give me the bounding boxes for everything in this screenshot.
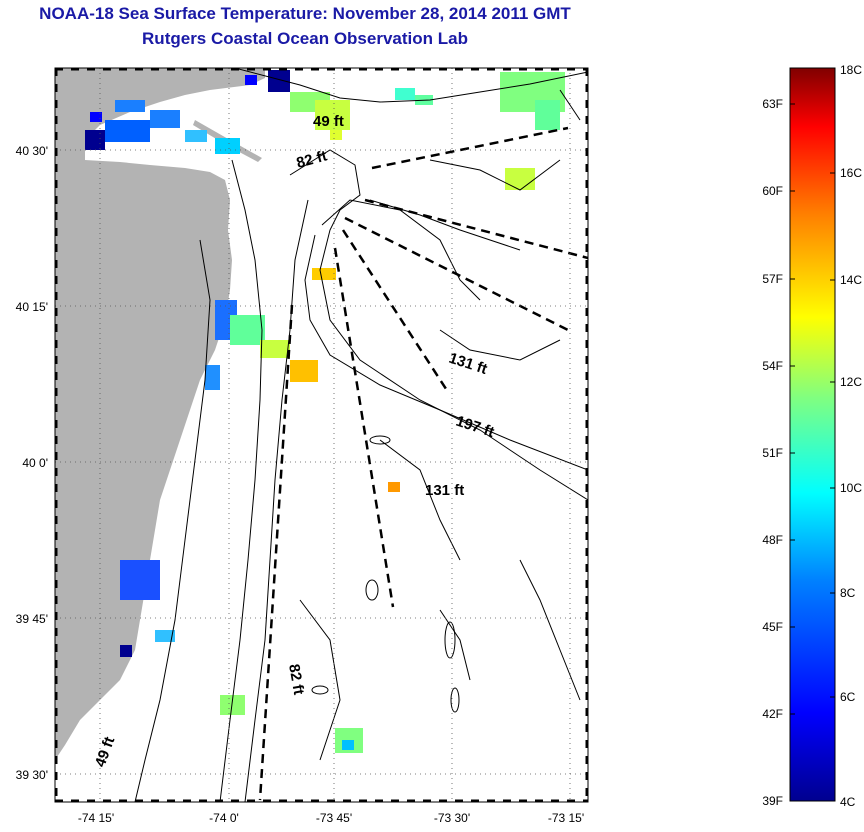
land-mass <box>55 68 265 760</box>
lat-label-40-30: 40 30' <box>16 144 48 158</box>
colorbar-c-12: 12C <box>840 375 862 389</box>
colorbar-c-4: 4C <box>840 795 856 809</box>
lon-label-74-0: -74 0' <box>209 811 239 825</box>
map-frame <box>54 67 589 803</box>
colorbar-c-16: 16C <box>840 166 862 180</box>
map-subtitle: Rutgers Coastal Ocean Observation Lab <box>142 29 468 48</box>
depth-label-82ft-north: 82 ft <box>295 147 329 171</box>
colorbar-f-51: 51F <box>762 446 783 460</box>
colorbar <box>789 67 836 802</box>
colorbar-f-63: 63F <box>762 97 783 111</box>
colorbar-c-14: 14C <box>840 273 862 287</box>
colorbar-c-18: 18C <box>840 63 862 77</box>
lon-label-73-15: -73 15' <box>548 811 584 825</box>
colorbar-f-57: 57F <box>762 272 783 286</box>
frame-border-ticks <box>54 67 589 803</box>
colorbar-f-54: 54F <box>762 359 783 373</box>
transect-lines <box>258 126 588 801</box>
lon-label-73-45: -73 45' <box>316 811 352 825</box>
depth-label-49ft-south: 49 ft <box>92 735 119 770</box>
lat-label-39-30: 39 30' <box>16 768 48 782</box>
lat-label-40-15: 40 15' <box>16 300 48 314</box>
lon-label-73-30: -73 30' <box>434 811 470 825</box>
colorbar-c-6: 6C <box>840 690 856 704</box>
sst-pixels <box>85 70 565 753</box>
colorbar-f-39: 39F <box>762 794 783 808</box>
bathymetry-contours <box>134 68 588 802</box>
depth-label-82ft-south: 82 ft <box>285 663 307 696</box>
depth-label-197ft: 197 ft <box>454 413 497 441</box>
colorbar-c-10: 10C <box>840 481 862 495</box>
depth-label-49ft-north: 49 ft <box>313 113 344 130</box>
lat-label-40-0: 40 0' <box>22 456 48 470</box>
lat-label-39-45: 39 45' <box>16 612 48 626</box>
depth-label-131ft-east: 131 ft <box>447 350 490 378</box>
colorbar-c-8: 8C <box>840 586 856 600</box>
colorbar-f-60: 60F <box>762 184 783 198</box>
lon-label-74-15: -74 15' <box>78 811 114 825</box>
colorbar-f-42: 42F <box>762 707 783 721</box>
depth-label-131ft-south: 131 ft <box>425 482 464 499</box>
colorbar-f-45: 45F <box>762 620 783 634</box>
colorbar-ticks <box>790 103 835 715</box>
colorbar-f-48: 48F <box>762 533 783 547</box>
map-title: NOAA-18 Sea Surface Temperature: Novembe… <box>39 4 571 23</box>
